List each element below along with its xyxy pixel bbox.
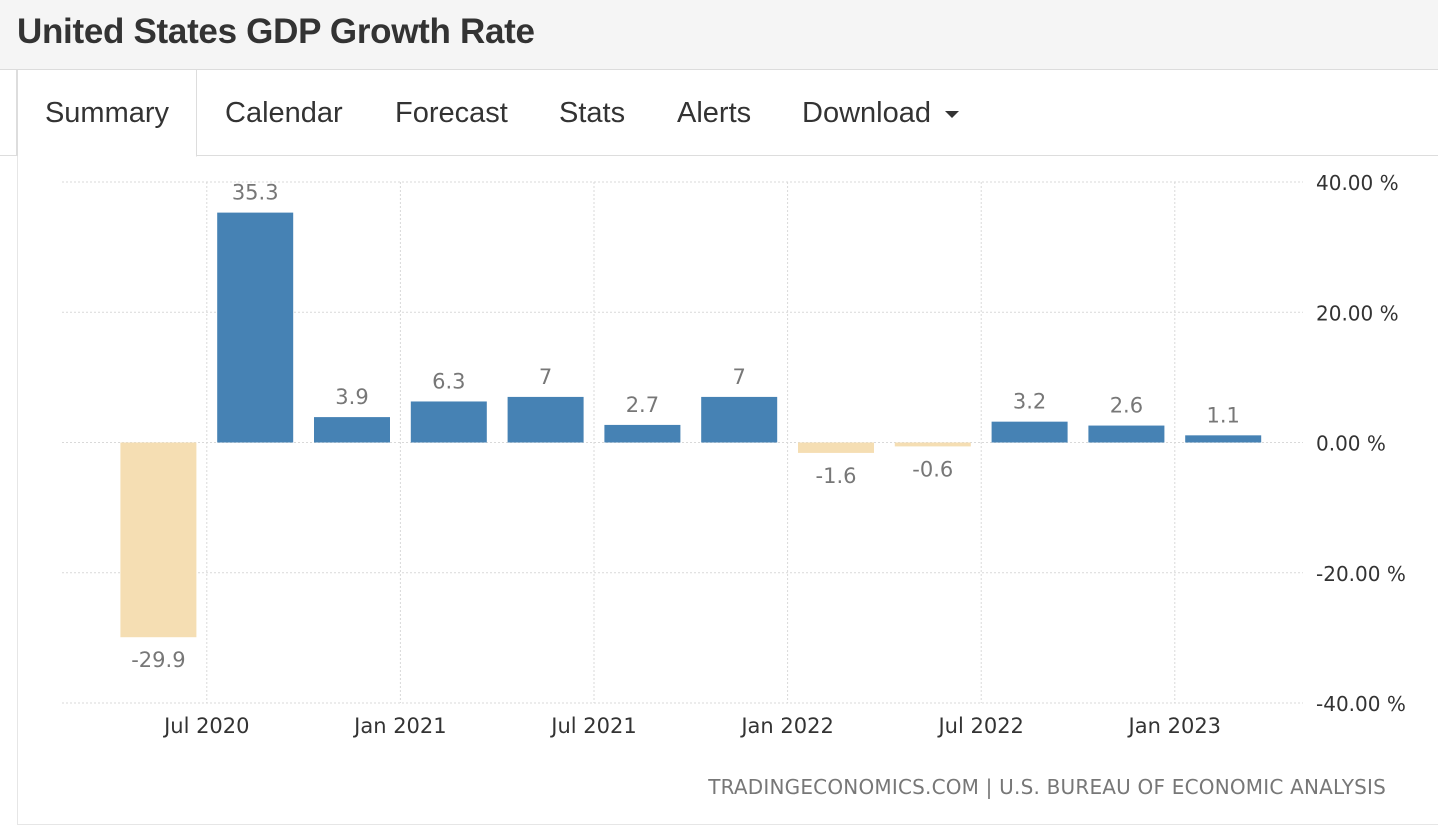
chart-source-credit: TRADINGECONOMICS.COM | U.S. BUREAU OF EC… bbox=[708, 775, 1386, 799]
bar bbox=[894, 442, 971, 447]
x-tick-label: Jan 2022 bbox=[739, 714, 834, 738]
tab-download[interactable]: Download bbox=[802, 70, 959, 156]
data-label: 2.6 bbox=[1110, 394, 1143, 418]
tab-alerts[interactable]: Alerts bbox=[677, 97, 752, 129]
data-label: 6.3 bbox=[432, 369, 465, 393]
tab-bar-edge bbox=[0, 70, 17, 155]
bar bbox=[120, 442, 197, 638]
data-label: 3.2 bbox=[1013, 390, 1046, 414]
data-label: 1.1 bbox=[1206, 403, 1239, 427]
bar bbox=[507, 396, 584, 443]
chart-container bbox=[17, 156, 1438, 825]
bar bbox=[1185, 435, 1262, 443]
data-label: 7 bbox=[733, 365, 746, 389]
data-label: -0.6 bbox=[912, 457, 953, 481]
x-tick-label: Jul 2020 bbox=[162, 714, 249, 738]
page-title: United States GDP Growth Rate bbox=[17, 12, 535, 51]
data-label: 7 bbox=[539, 365, 552, 389]
bar bbox=[1088, 425, 1165, 443]
x-tick-label: Jul 2021 bbox=[549, 714, 636, 738]
bar bbox=[701, 396, 778, 443]
tab-download-label: Download bbox=[802, 97, 931, 129]
x-tick-label: Jul 2022 bbox=[936, 714, 1023, 738]
data-label: -29.9 bbox=[131, 648, 185, 672]
tab-bar: Summary Calendar Forecast Stats Alerts D… bbox=[0, 70, 1438, 157]
data-label: -1.6 bbox=[816, 464, 857, 488]
tab-calendar[interactable]: Calendar bbox=[225, 97, 343, 129]
bar bbox=[604, 424, 681, 443]
y-tick-label: -20.00 % bbox=[1316, 562, 1406, 586]
tab-stats[interactable]: Stats bbox=[559, 97, 626, 129]
bar bbox=[410, 401, 487, 443]
bar bbox=[217, 212, 294, 443]
y-tick-label: 0.00 % bbox=[1316, 432, 1386, 456]
x-tick-label: Jan 2023 bbox=[1127, 714, 1222, 738]
data-label: 3.9 bbox=[335, 385, 368, 409]
y-tick-label: 40.00 % bbox=[1316, 171, 1399, 195]
y-tick-label: -40.00 % bbox=[1316, 692, 1406, 716]
caret-down-icon bbox=[944, 110, 959, 118]
data-label: 2.7 bbox=[626, 393, 659, 417]
bar bbox=[991, 421, 1068, 443]
tab-forecast[interactable]: Forecast bbox=[395, 97, 508, 129]
y-tick-label: 20.00 % bbox=[1316, 301, 1399, 325]
x-tick-label: Jan 2021 bbox=[352, 714, 447, 738]
bar bbox=[798, 442, 874, 453]
data-label: 35.3 bbox=[232, 181, 279, 205]
tab-summary[interactable]: Summary bbox=[17, 70, 197, 157]
page-header: United States GDP Growth Rate bbox=[0, 0, 1438, 70]
bar bbox=[314, 417, 390, 443]
